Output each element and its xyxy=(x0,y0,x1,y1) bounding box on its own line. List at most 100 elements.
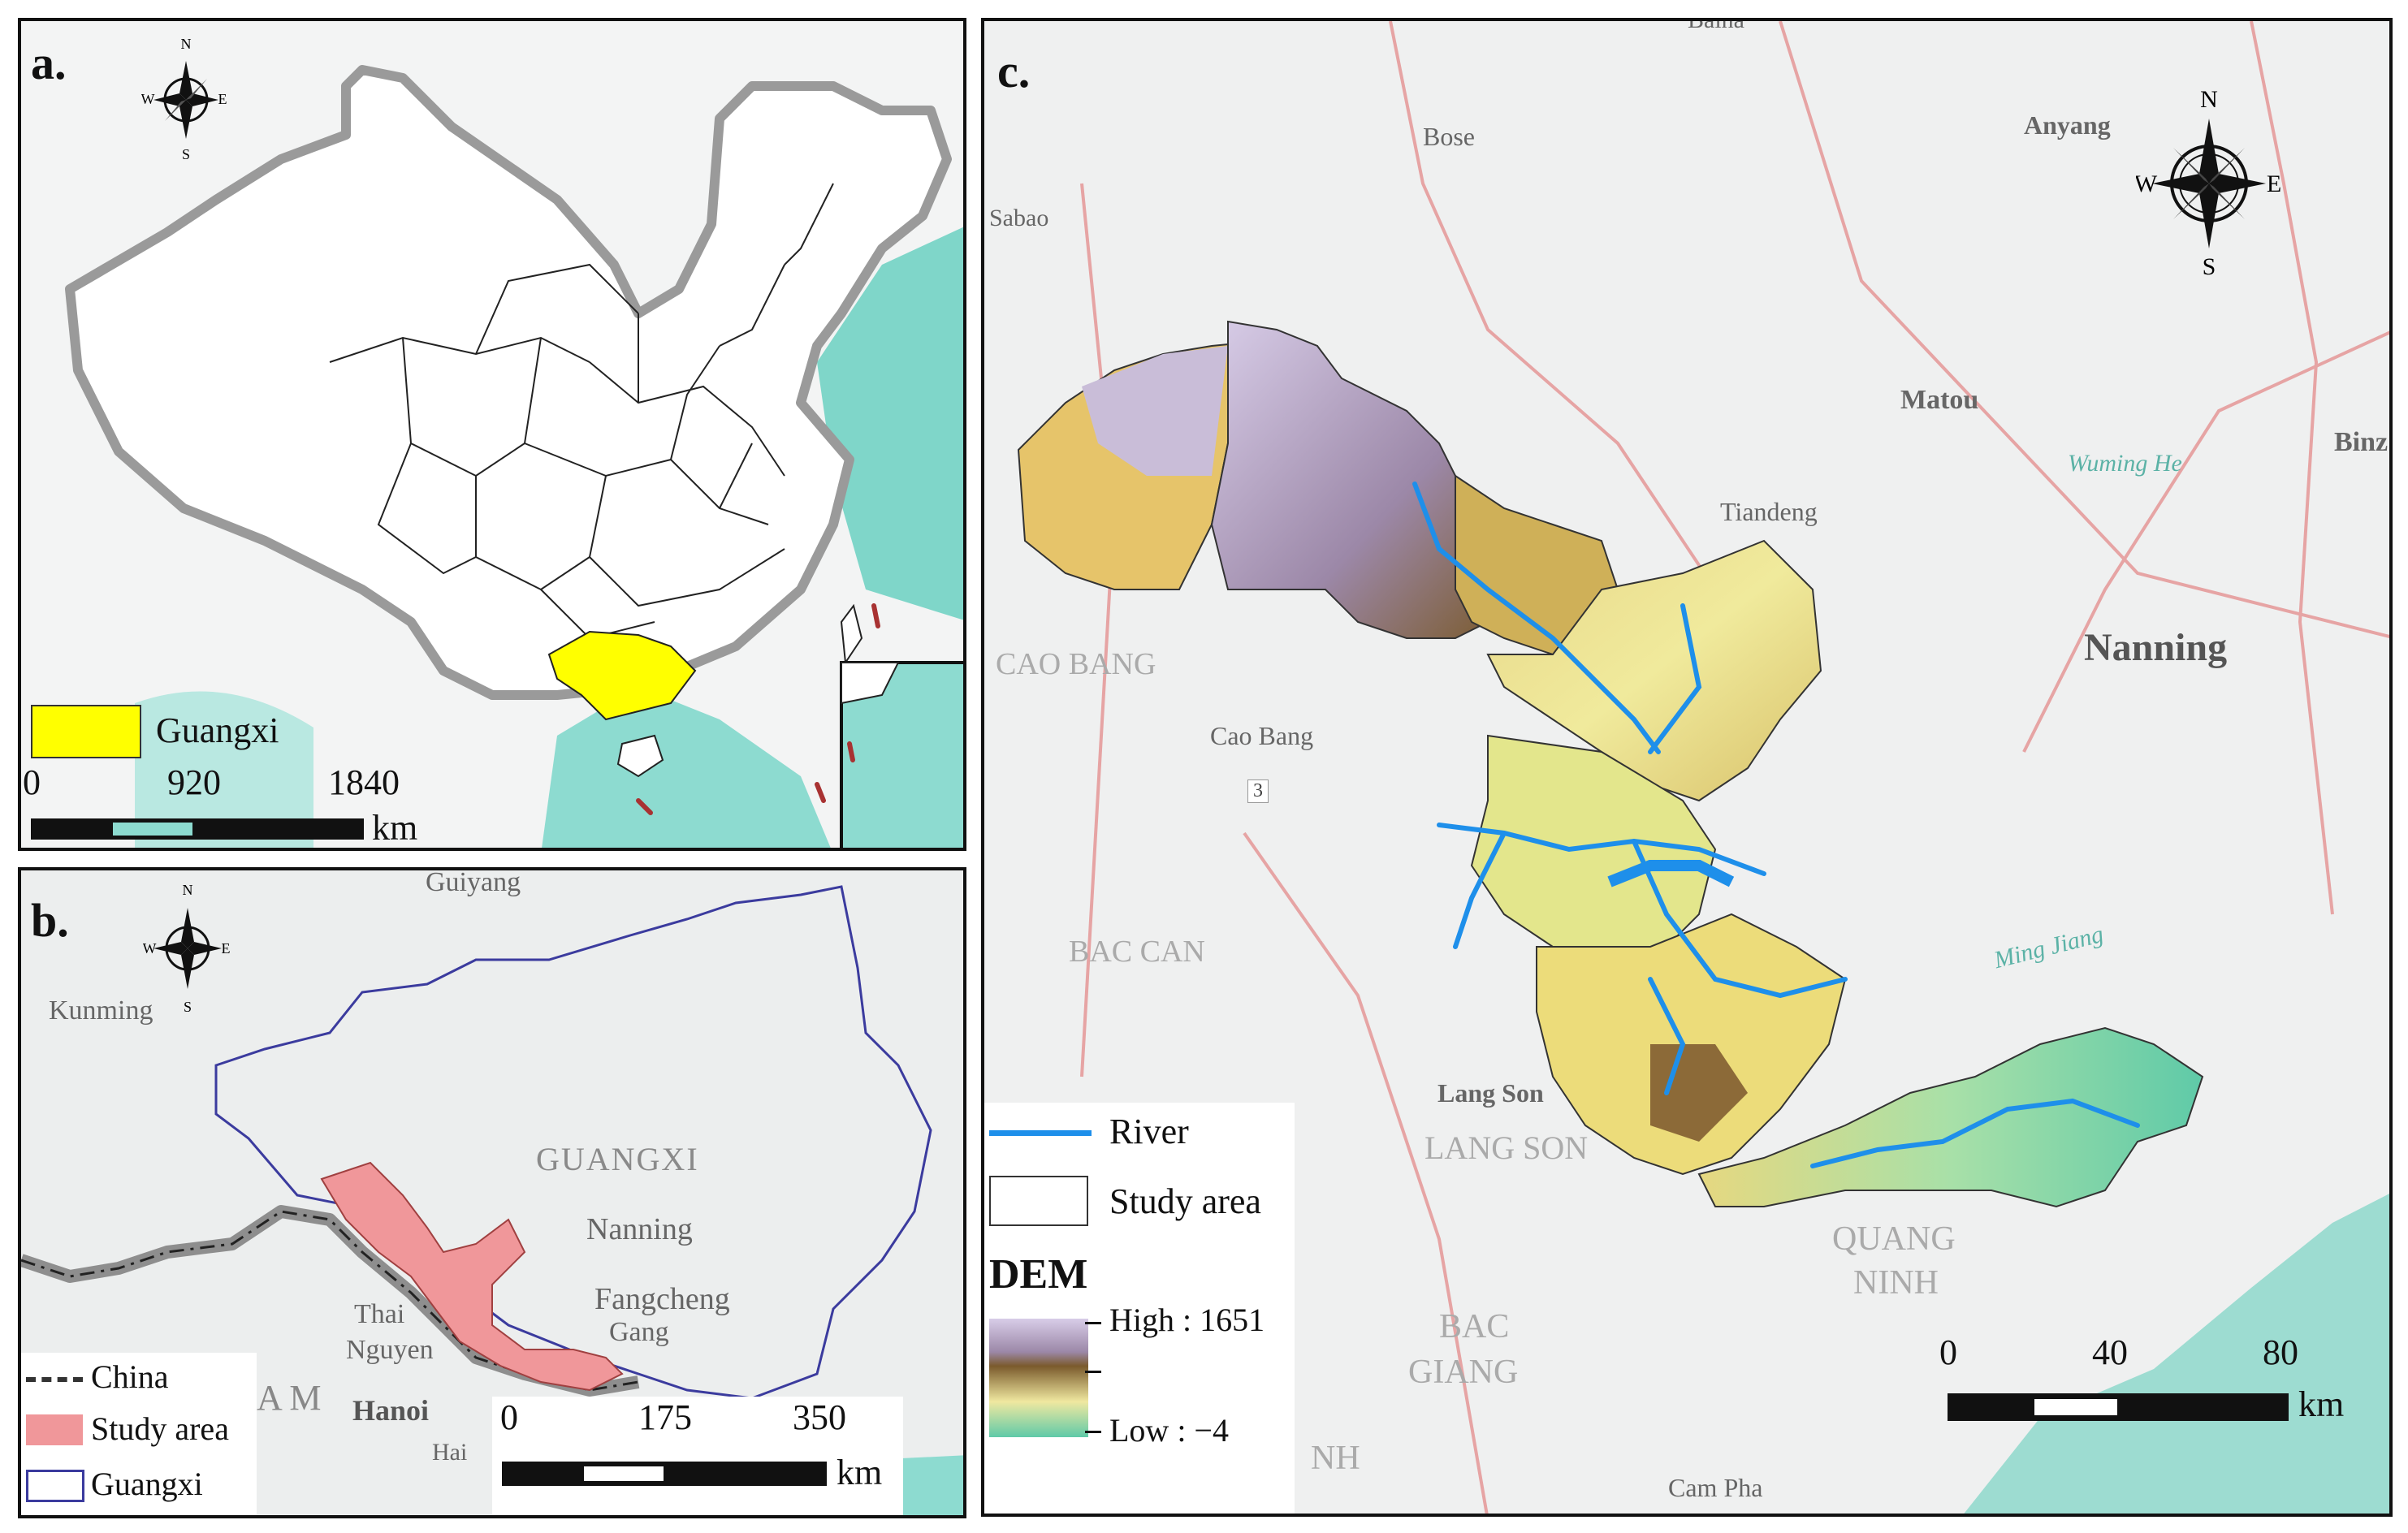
place-caobang-city: Cao Bang xyxy=(1210,721,1314,750)
road-shield-3: 3 xyxy=(1247,779,1269,803)
place-hai: Hai xyxy=(432,1439,468,1466)
svg-text:E: E xyxy=(222,940,231,957)
svg-text:S: S xyxy=(2203,253,2216,280)
place-nh: NH xyxy=(1311,1440,1360,1477)
panel-b-title: b. xyxy=(31,894,69,947)
compass-rose-icon: N S E W xyxy=(2136,86,2281,280)
legend-guangxi-swatch xyxy=(26,1470,84,1502)
legend-dem-title: DEM xyxy=(989,1251,1088,1298)
place-bose: Bose xyxy=(1423,122,1475,151)
svg-text:W: W xyxy=(141,91,155,107)
scale-tick-2: 80 xyxy=(2263,1332,2298,1372)
scale-tick-0: 0 xyxy=(500,1397,518,1437)
place-langson-province: LANG SON xyxy=(1424,1129,1589,1166)
legend-panel-c: River Study area DEM High : 1651 Low : −… xyxy=(984,1103,1295,1514)
scale-tick-0: 0 xyxy=(23,762,41,802)
place-gang: Gang xyxy=(609,1317,669,1347)
legend-guangxi-label: Guangxi xyxy=(156,710,279,750)
scale-tick-1: 920 xyxy=(167,762,221,802)
place-nguyen: Nguyen xyxy=(346,1335,434,1365)
legend-panel-b: China Study area Guangxi xyxy=(21,1353,257,1515)
place-hanoi: Hanoi xyxy=(352,1394,430,1427)
place-bac: BAC xyxy=(1439,1308,1510,1345)
legend-china-label: China xyxy=(91,1358,169,1395)
legend-study-swatch xyxy=(26,1414,83,1445)
scale-tick-0: 0 xyxy=(1939,1332,1957,1372)
legend-guangxi-swatch xyxy=(31,705,141,758)
study-area-shape xyxy=(320,1161,624,1392)
map-panel-b: b. N S E W Guiyang Kunming GUANGXI Nanni… xyxy=(18,867,966,1518)
scale-bar-b xyxy=(502,1462,827,1486)
scale-tick-1: 175 xyxy=(638,1397,692,1437)
study-zone-center-north xyxy=(1486,539,1822,802)
scale-unit-a: km xyxy=(372,808,418,848)
place-matou: Matou xyxy=(1900,385,1979,415)
province-boundaries xyxy=(329,183,834,640)
sea-area xyxy=(1964,1194,2389,1514)
legend-china-line xyxy=(26,1377,83,1385)
south-china-sea xyxy=(542,687,831,848)
place-wuming: Wuming He xyxy=(2068,450,2182,477)
place-ninh: NINH xyxy=(1853,1264,1939,1302)
sea-east xyxy=(817,227,963,620)
scale-tick-1: 40 xyxy=(2092,1332,2128,1372)
map-panel-a: a. N S E W Guangxi 0 920 1840 km xyxy=(18,18,966,851)
place-campha: Cam Pha xyxy=(1668,1473,1763,1502)
compass-rose-icon: N S E W xyxy=(143,883,231,1013)
scale-unit-b: km xyxy=(837,1453,883,1492)
legend-river-label: River xyxy=(1109,1112,1189,1151)
svg-text:W: W xyxy=(143,940,157,957)
legend-river-line xyxy=(989,1130,1092,1136)
place-am: A M xyxy=(257,1378,322,1418)
panel-c-title: c. xyxy=(997,45,1031,97)
river-main-wide xyxy=(1607,860,1735,887)
legend-dem-high: High : 1651 xyxy=(1109,1302,1265,1338)
place-fangcheng: Fangcheng xyxy=(594,1282,730,1316)
place-binz: Binz xyxy=(2334,427,2389,457)
panel-a-title: a. xyxy=(31,37,67,89)
taiwan-island xyxy=(840,603,863,665)
compass-rose-icon: N S E W xyxy=(141,39,227,161)
place-quang: QUANG xyxy=(1832,1220,1956,1258)
place-kunming: Kunming xyxy=(49,995,153,1026)
scale-unit-c: km xyxy=(2298,1384,2345,1424)
place-thai: Thai xyxy=(354,1299,405,1329)
legend-guangxi-label: Guangxi xyxy=(91,1466,203,1502)
scale-bar-a xyxy=(31,818,364,840)
svg-text:W: W xyxy=(2136,171,2158,197)
place-caobang-province: CAO BANG xyxy=(996,647,1156,681)
svg-text:N: N xyxy=(183,883,193,898)
legend-study-label: Study area xyxy=(91,1410,229,1447)
place-giang: GIANG xyxy=(1408,1354,1519,1391)
place-sabao: Sabao xyxy=(989,205,1049,231)
scale-tick-2: 350 xyxy=(793,1397,846,1437)
china-map xyxy=(21,21,963,848)
map-panel-c: c. N S E W Baina Bose Anyang Sabao Matou… xyxy=(981,18,2393,1517)
legend-dem-low: Low : −4 xyxy=(1109,1412,1229,1449)
scale-bar-c xyxy=(1948,1393,2289,1421)
scale-box-b xyxy=(492,1397,903,1515)
roads xyxy=(1080,21,2389,1514)
legend-study-swatch xyxy=(989,1176,1088,1226)
place-baccan: BAC CAN xyxy=(1069,935,1205,969)
svg-text:N: N xyxy=(2200,86,2218,113)
place-langson-city: Lang Son xyxy=(1437,1078,1544,1108)
river-lines xyxy=(1412,481,2140,1168)
svg-text:S: S xyxy=(184,999,192,1013)
place-baina: Baina xyxy=(1688,18,1744,33)
place-guangxi: GUANGXI xyxy=(536,1141,699,1177)
place-nanning: Nanning xyxy=(586,1212,693,1246)
svg-text:S: S xyxy=(182,146,190,161)
nine-dash-marks xyxy=(636,603,880,815)
scale-tick-2: 1840 xyxy=(328,762,400,802)
china-outline xyxy=(65,65,952,700)
bay-of-bengal xyxy=(135,691,313,848)
place-anyang: Anyang xyxy=(2024,110,2111,140)
legend-dem-ramp xyxy=(989,1319,1088,1437)
zone-west-high xyxy=(1082,346,1228,476)
hainan-island xyxy=(616,734,664,778)
svg-text:E: E xyxy=(2267,171,2281,197)
svg-text:E: E xyxy=(218,91,227,107)
place-nanning: Nanning xyxy=(2084,626,2228,669)
svg-text:N: N xyxy=(181,39,192,52)
